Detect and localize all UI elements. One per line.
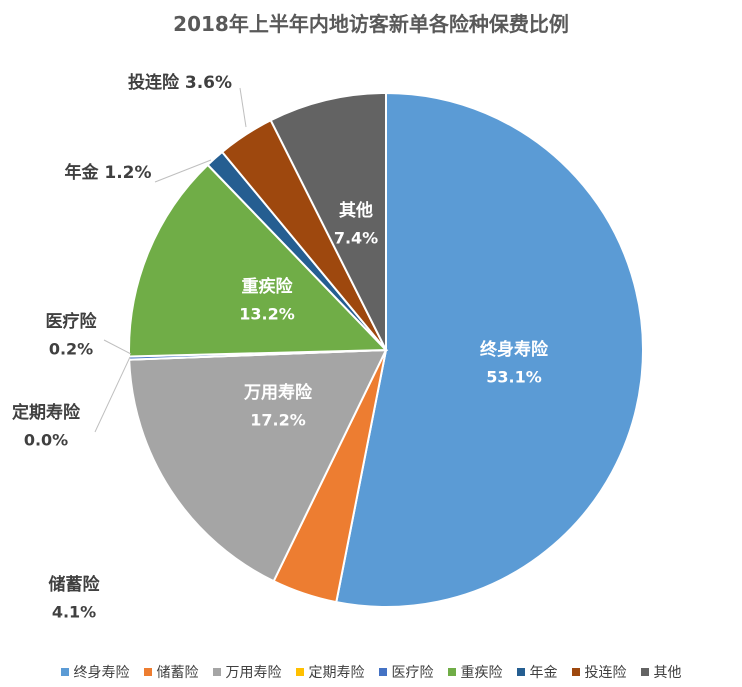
chart-title: 2018年上半年内地访客新单各险种保费比例 [173, 12, 569, 36]
legend-item: 储蓄险 [143, 662, 199, 682]
legend-label: 投连险 [584, 665, 627, 681]
legend: 终身寿险 储蓄险 万用寿险 定期寿险 医疗险 重疾险 年金 投连险 其他 [0, 660, 742, 684]
legend-item: 终身寿险 [60, 662, 130, 682]
legend-swatch [60, 668, 69, 676]
legend-swatch [212, 668, 221, 676]
legend-swatch [516, 668, 525, 676]
legend-swatch [378, 668, 387, 676]
legend-label: 年金 [529, 665, 558, 681]
slice-value-label: 13.2% [239, 305, 295, 324]
slice-name-label: 重疾险 [242, 276, 294, 297]
leader-line [154, 159, 212, 183]
slice-name-label: 医疗险 [46, 311, 98, 332]
slice-name-label: 其他 [339, 200, 373, 221]
legend-item: 定期寿险 [295, 662, 365, 682]
slice-value-label: 7.4% [334, 229, 378, 248]
leader-line [94, 356, 131, 433]
pie-slice-6 [128, 163, 389, 358]
legend-item: 重疾险 [447, 662, 503, 682]
legend-item: 投连险 [571, 662, 627, 682]
legend-label: 重疾险 [460, 665, 503, 681]
slice-value-label: 0.2% [49, 340, 93, 359]
pie-slice-1 [335, 91, 644, 608]
slice-value-label: 53.1% [486, 368, 542, 387]
pie-slice-9 [269, 91, 387, 351]
legend-swatch [447, 668, 456, 676]
slice-name-label: 储蓄险 [49, 574, 101, 595]
leader-line [239, 87, 247, 128]
legend-item: 其他 [640, 662, 682, 682]
legend-swatch [143, 668, 152, 676]
leader-line [103, 339, 132, 355]
legend-swatch [295, 668, 304, 676]
legend-item: 年金 [516, 662, 558, 682]
legend-item: 万用寿险 [212, 662, 282, 682]
slice-label: 投连险 3.6% [128, 72, 232, 93]
slice-name-label: 终身寿险 [480, 339, 549, 360]
legend-label: 医疗险 [391, 665, 434, 681]
slice-value-label: 4.1% [52, 603, 96, 622]
legend-item: 医疗险 [378, 662, 434, 682]
legend-label: 定期寿险 [308, 665, 365, 681]
legend-label: 储蓄险 [156, 665, 199, 681]
legend-label: 万用寿险 [225, 665, 282, 681]
pie-slice-3 [128, 348, 388, 583]
legend-label: 终身寿险 [73, 665, 130, 681]
slice-label: 年金 1.2% [64, 162, 151, 183]
slice-name-label: 万用寿险 [243, 382, 313, 403]
legend-label: 其他 [653, 665, 682, 681]
pie-chart: 终身寿险 53.1% 储蓄险 4.1% 万用寿险 17.2% 定期寿险 0.0% 医疗险 0.2%… [12, 72, 644, 622]
slice-value-label: 0.0% [24, 431, 68, 450]
slice-name-label: 定期寿险 [12, 402, 81, 423]
legend-swatch [571, 668, 580, 676]
slice-value-label: 17.2% [250, 411, 306, 430]
legend-swatch [640, 668, 649, 676]
